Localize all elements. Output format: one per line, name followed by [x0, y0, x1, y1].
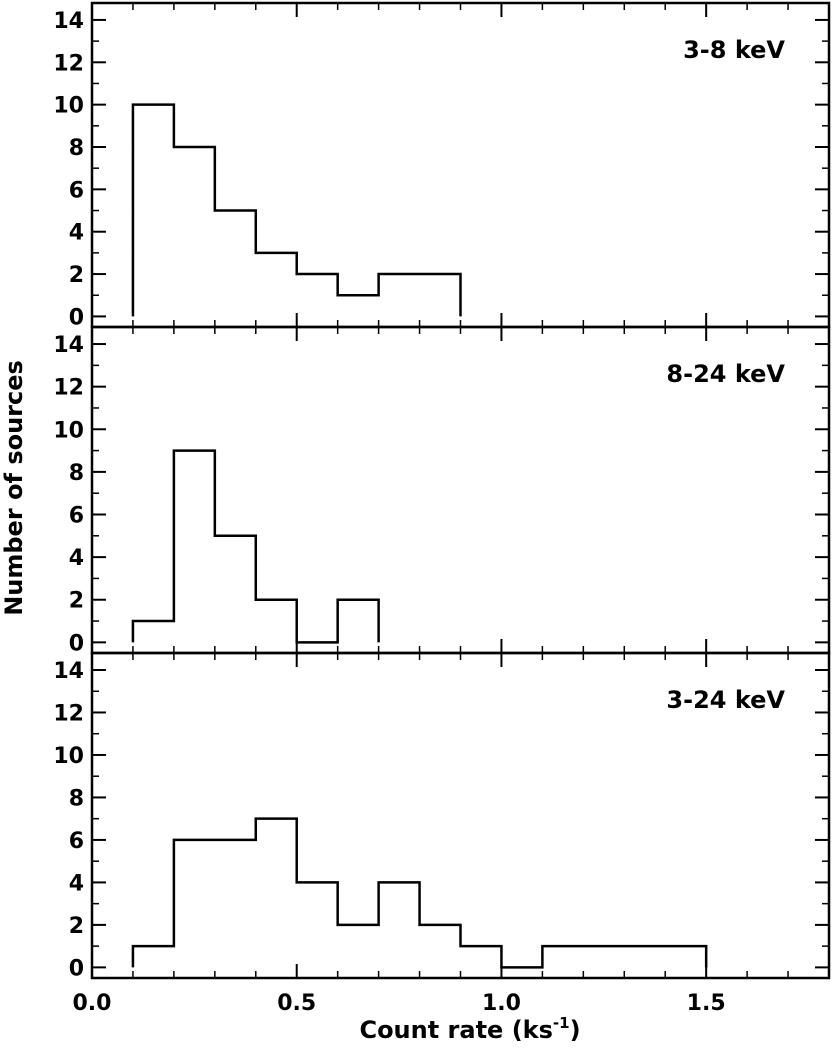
histogram-bin	[665, 946, 706, 967]
y-tick-label: 6	[69, 178, 84, 203]
x-tick-label: 1.0	[482, 991, 521, 1016]
y-tick-label: 0	[69, 631, 84, 656]
x-tick-label: 1.5	[687, 991, 726, 1016]
histogram-bin	[624, 946, 665, 967]
y-tick-label: 12	[53, 701, 84, 726]
y-tick-label: 10	[53, 418, 84, 443]
histogram-bin	[461, 946, 502, 967]
y-tick-label: 8	[69, 786, 84, 811]
y-tick-label: 0	[69, 956, 84, 981]
y-tick-label: 2	[69, 589, 84, 614]
x-tick-label: 0.5	[277, 991, 316, 1016]
y-tick-label: 14	[53, 9, 84, 34]
y-tick-label: 8	[69, 461, 84, 486]
histogram-bin	[256, 600, 297, 643]
histogram-bin	[338, 925, 379, 967]
histogram-bin	[215, 211, 256, 317]
histogram-bin	[542, 946, 583, 967]
x-tick-label: 0.0	[73, 991, 112, 1016]
histogram-bin	[215, 840, 256, 967]
histogram-outline	[131, 817, 708, 969]
y-tick-label: 14	[53, 659, 84, 684]
histogram-bin	[297, 274, 338, 316]
histogram-bin	[133, 105, 174, 317]
panels-group: 0 2 4 6 8 10 12 14 3-8 keV 0 2 4 6 8 10 12 14 8-24 keV 0 2 4…	[53, 1, 831, 1016]
y-tick-label: 4	[69, 871, 84, 896]
y-tick-label: 10	[53, 744, 84, 769]
histogram-bin	[174, 840, 215, 967]
panel-3: 0 2 4 6 8 10 12 14 3-24 keV	[53, 651, 831, 981]
y-tick-label: 12	[53, 376, 84, 401]
y-tick-label: 10	[53, 94, 84, 119]
y-tick-label: 0	[69, 305, 84, 330]
histogram-bin	[174, 451, 215, 643]
y-tick-label: 4	[69, 546, 84, 571]
y-axis-title: Number of sources	[0, 360, 28, 616]
y-tick-label: 6	[69, 504, 84, 529]
y-tick-label: 6	[69, 829, 84, 854]
histogram-bin	[338, 600, 379, 643]
histogram-bin	[174, 147, 215, 316]
panel-label: 3-24 keV	[666, 686, 785, 714]
panel-label: 3-8 keV	[683, 36, 785, 64]
histogram-bin	[338, 295, 379, 316]
histogram-bin	[133, 621, 174, 642]
panel-2: 0 2 4 6 8 10 12 14 8-24 keV	[53, 325, 831, 656]
histogram-bin	[256, 253, 297, 317]
panel-1: 0 2 4 6 8 10 12 14 3-8 keV	[53, 1, 831, 330]
histogram-bin	[379, 882, 420, 967]
histogram-bin	[215, 536, 256, 643]
y-tick-label: 2	[69, 914, 84, 939]
y-tick-label: 14	[53, 333, 84, 358]
y-tick-label: 8	[69, 136, 84, 161]
histogram-bin	[420, 274, 461, 316]
x-axis-title: Count rate (ks-1)	[359, 1014, 580, 1044]
histogram-bin	[297, 882, 338, 967]
y-tick-label: 12	[53, 51, 84, 76]
histogram-outline	[131, 449, 380, 644]
y-tick-label: 4	[69, 221, 84, 246]
histogram-bin	[420, 925, 461, 967]
histogram-bin	[583, 946, 624, 967]
histogram-bin	[133, 946, 174, 967]
histogram-outline	[131, 103, 462, 317]
panel-label: 8-24 keV	[666, 360, 785, 388]
histogram-bin	[256, 819, 297, 968]
y-tick-label: 2	[69, 263, 84, 288]
histogram-bin	[379, 274, 420, 316]
